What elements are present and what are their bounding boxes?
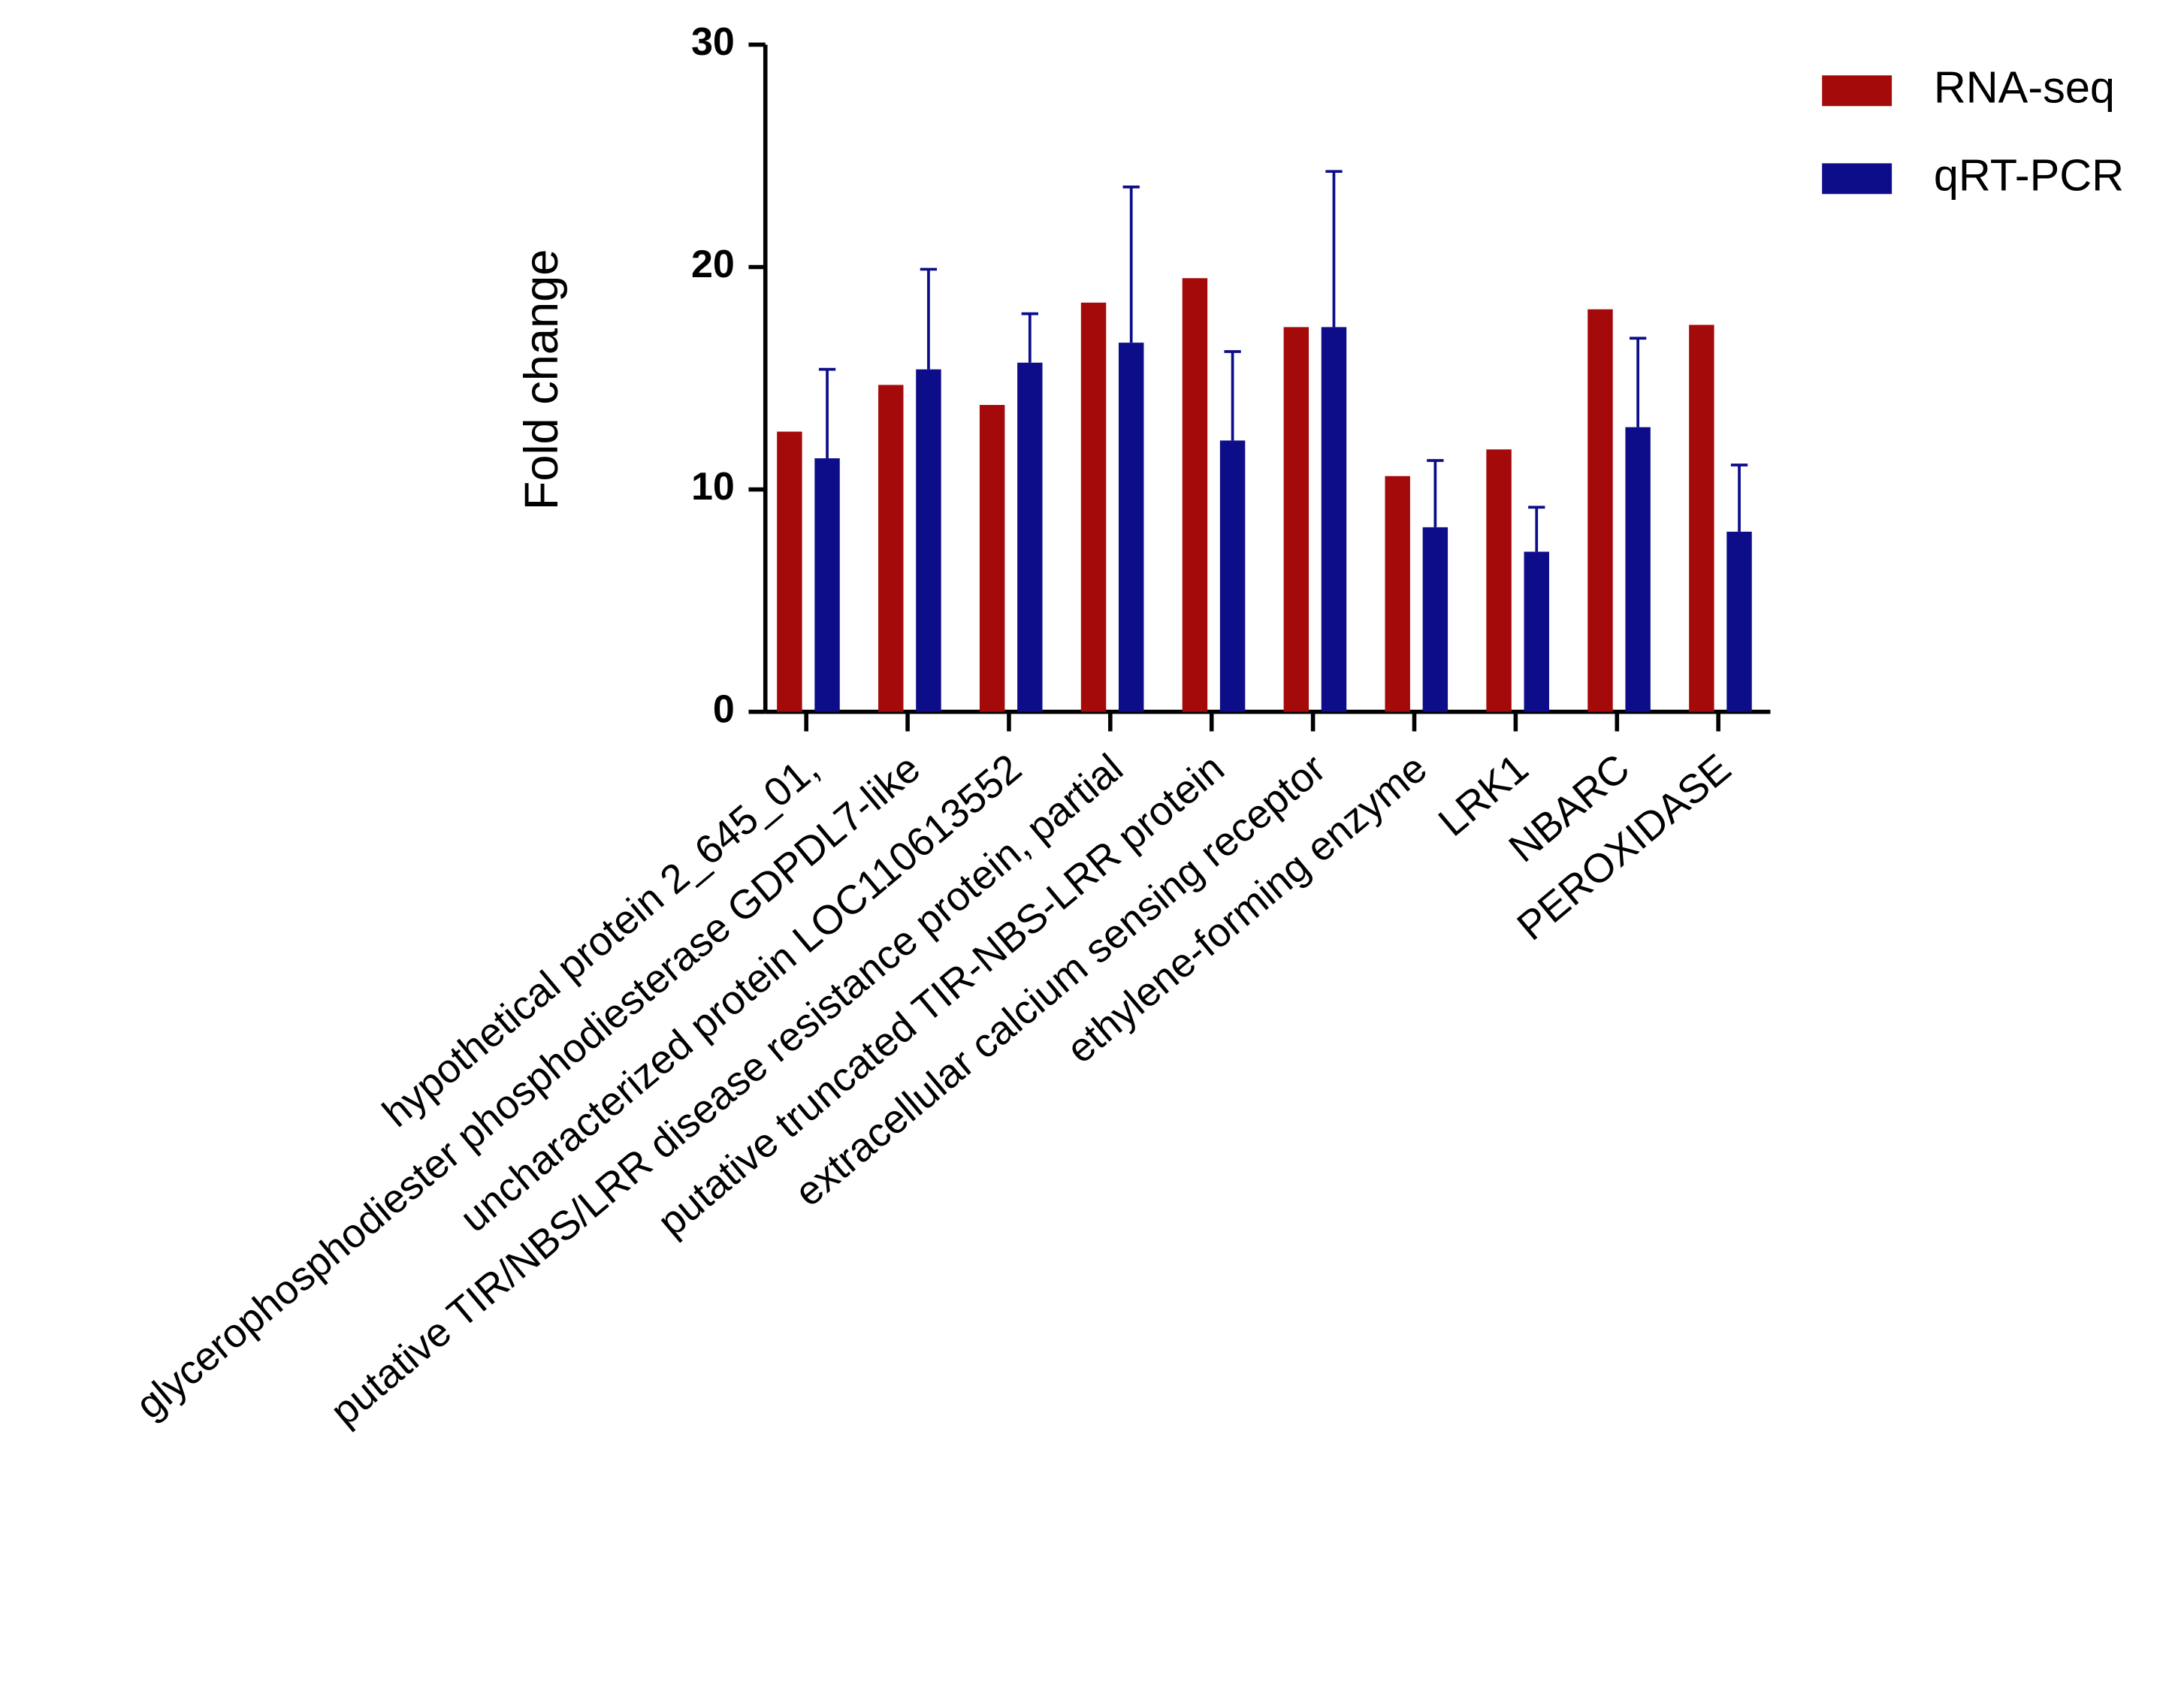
bar	[1118, 343, 1144, 712]
bar	[1080, 302, 1107, 712]
bar	[916, 369, 941, 712]
bar	[1017, 362, 1043, 712]
y-tick-label: 20	[691, 243, 735, 286]
bar	[1283, 327, 1309, 712]
bar	[1219, 440, 1246, 712]
bar	[1625, 427, 1651, 712]
bar	[814, 458, 840, 712]
bar	[777, 431, 802, 712]
bar	[1587, 309, 1613, 712]
legend-swatch	[1822, 75, 1892, 107]
bar	[1486, 449, 1512, 712]
y-tick-label: 30	[691, 20, 735, 64]
bar	[1689, 325, 1714, 712]
y-tick-label: 10	[691, 465, 735, 509]
legend-label: RNA-seq	[1934, 62, 2115, 112]
y-axis-label: Fold change	[515, 249, 568, 511]
bar	[878, 385, 904, 712]
bar	[1182, 278, 1208, 712]
legend-swatch	[1822, 163, 1892, 195]
bar	[1385, 476, 1410, 712]
y-tick-label: 0	[713, 687, 735, 731]
legend-label: qRT-PCR	[1934, 150, 2124, 201]
bar	[1321, 327, 1347, 712]
bar	[979, 405, 1005, 712]
bar	[1524, 551, 1549, 712]
bar	[1422, 527, 1448, 712]
bar	[1726, 531, 1752, 712]
